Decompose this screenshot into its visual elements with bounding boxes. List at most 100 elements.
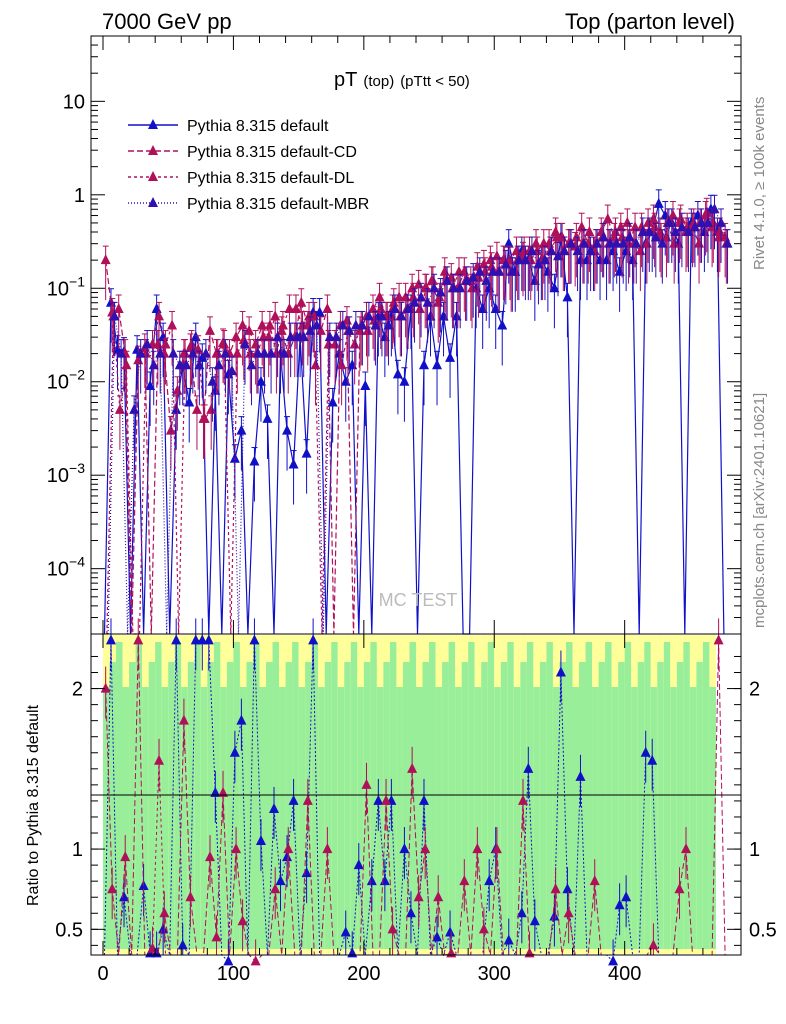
data-point xyxy=(311,319,322,330)
data-point xyxy=(579,237,590,248)
data-point xyxy=(383,319,394,330)
data-point xyxy=(585,245,596,256)
ratio-point xyxy=(120,851,131,862)
data-point xyxy=(701,206,712,217)
data-point xyxy=(487,265,498,276)
data-point xyxy=(421,282,432,293)
data-point xyxy=(566,237,577,248)
ratio-band-green xyxy=(200,687,208,949)
data-point xyxy=(258,331,269,342)
ratio-band-green xyxy=(416,687,423,949)
data-point xyxy=(649,221,660,232)
data-point xyxy=(297,319,308,330)
ratio-band-green xyxy=(618,662,625,949)
ratio-point xyxy=(648,939,659,950)
ratio-band-green xyxy=(129,662,136,949)
ratio-point xyxy=(283,843,294,854)
ratio-point xyxy=(366,875,377,886)
legend-label: Pythia 8.315 default-MBR xyxy=(187,196,369,213)
ratio-band-green xyxy=(122,687,130,949)
ratio-point xyxy=(608,955,619,966)
data-point xyxy=(611,237,622,248)
ratio-band-green xyxy=(676,662,684,949)
data-point xyxy=(236,424,247,435)
ratio-band-green xyxy=(142,687,149,949)
data-point xyxy=(461,274,472,285)
ratio-band-green xyxy=(168,662,175,949)
data-point xyxy=(394,291,405,302)
data-point xyxy=(442,274,453,285)
ratio-band-green xyxy=(435,687,443,949)
data-point xyxy=(270,310,281,321)
ratio-point xyxy=(308,634,319,645)
data-point xyxy=(370,319,381,330)
ratio-band-green xyxy=(422,662,430,949)
data-point xyxy=(572,245,583,256)
ratio-point xyxy=(190,634,201,645)
data-point xyxy=(350,319,361,330)
data-point xyxy=(204,324,215,335)
ratio-point xyxy=(433,891,444,902)
ratio-band-green xyxy=(109,662,117,949)
ratio-ytick-label-right: 1 xyxy=(749,839,760,861)
data-point xyxy=(219,338,230,349)
ratio-point xyxy=(218,786,229,797)
data-point xyxy=(324,331,335,342)
data-point xyxy=(538,237,549,248)
ratio-band-green xyxy=(533,687,540,949)
data-point xyxy=(650,231,661,242)
ratio-point xyxy=(302,794,313,805)
main-ytick-label: 10−3 xyxy=(47,460,85,487)
data-point xyxy=(181,359,192,370)
xtick-label: 0 xyxy=(97,963,108,985)
xtick-label: 200 xyxy=(347,963,380,985)
data-point xyxy=(337,319,348,330)
ratio-point xyxy=(353,859,364,870)
data-point xyxy=(292,331,303,342)
data-point xyxy=(231,331,242,342)
main-panel: MC TEST 10 1 10−1 10−2 10−3 10−4 pT (top) (pTtt… xyxy=(47,35,742,635)
ratio-point xyxy=(322,843,333,854)
data-point xyxy=(526,245,537,256)
ratio-band-green xyxy=(592,687,599,949)
ratio-point xyxy=(640,746,651,757)
ratio-band-green xyxy=(181,687,188,949)
ratio-point xyxy=(119,891,130,902)
ratio-point xyxy=(361,778,372,789)
main-ytick-label: 10−4 xyxy=(47,554,85,581)
ratio-point xyxy=(270,883,281,894)
data-point xyxy=(396,310,407,321)
data-point xyxy=(500,258,511,269)
series-line xyxy=(103,202,725,635)
data-point xyxy=(576,221,587,232)
ratio-point xyxy=(459,875,470,886)
data-point xyxy=(648,213,659,224)
ratio-band-green xyxy=(207,662,214,949)
main-ytick-label: 10−2 xyxy=(47,367,85,394)
ratio-point xyxy=(407,762,418,773)
data-point xyxy=(683,225,694,236)
data-point xyxy=(409,296,420,307)
ratio-band-green xyxy=(383,662,390,949)
data-point xyxy=(121,359,132,370)
ratio-point xyxy=(236,714,247,725)
ratio-band-green xyxy=(611,687,619,949)
data-point xyxy=(435,286,446,297)
data-point xyxy=(232,347,243,358)
ratio-band-green xyxy=(474,687,482,949)
data-point xyxy=(602,213,613,224)
ratio-point xyxy=(575,770,586,781)
ratio-ytick-label: 0.5 xyxy=(55,919,83,941)
ratio-band-green xyxy=(559,662,566,949)
ratio-band-green xyxy=(637,662,645,949)
ratio-band-green xyxy=(442,662,449,949)
ratio-point xyxy=(159,907,170,918)
ratio-point xyxy=(491,843,502,854)
data-point xyxy=(167,319,178,330)
data-point xyxy=(584,225,595,236)
ratio-point xyxy=(420,843,431,854)
ratio-band-green xyxy=(539,662,547,949)
ratio-point xyxy=(249,634,260,645)
data-point xyxy=(552,250,563,261)
